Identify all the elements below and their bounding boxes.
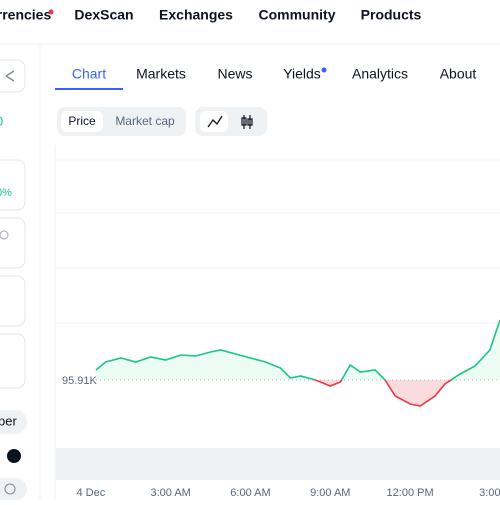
card — [0, 275, 26, 327]
chip[interactable] — [0, 410, 27, 434]
price-line-up — [95, 319, 500, 380]
card — [0, 217, 26, 269]
area-above — [95, 320, 500, 380]
price-line-down — [312, 380, 453, 407]
x-tick-label: 12:00 PM — [387, 487, 434, 499]
candle-icon[interactable] — [241, 115, 253, 129]
line-icon — [207, 115, 223, 128]
sidebar-value: 0% — [0, 187, 12, 199]
card — [0, 159, 26, 211]
tab[interactable]: Analytics — [352, 66, 408, 82]
toggle-item[interactable]: Price — [68, 114, 96, 128]
tab[interactable]: Yields — [283, 66, 321, 82]
volume-area — [56, 448, 500, 480]
card — [0, 333, 26, 389]
notification-dot — [48, 9, 54, 15]
nav-item[interactable]: DexScan — [74, 7, 133, 23]
x-tick-label: 6:00 AM — [230, 487, 270, 499]
github-icon[interactable] — [7, 449, 21, 463]
sidebar-chip-label: ber — [0, 413, 17, 428]
toggle-item[interactable]: Market cap — [115, 114, 175, 128]
x-tick-label: 3:00 — [479, 487, 500, 499]
chip[interactable] — [0, 478, 27, 500]
area-below — [95, 380, 500, 406]
x-tick-label: 3:00 AM — [150, 487, 190, 499]
info-icon — [0, 230, 9, 240]
nav-item[interactable]: Exchanges — [159, 7, 233, 23]
sidebar-value: 0 — [0, 113, 3, 128]
x-tick-label: 9:00 AM — [310, 487, 350, 499]
tab-underline — [55, 88, 123, 90]
tab[interactable]: Markets — [136, 66, 186, 82]
tab[interactable]: Chart — [72, 66, 106, 82]
share-icon — [5, 70, 15, 82]
nav-item[interactable]: Community — [259, 7, 336, 23]
nav-item[interactable]: rrencies — [0, 7, 51, 23]
tab[interactable]: News — [217, 66, 252, 82]
share-button[interactable] — [0, 59, 26, 93]
tab[interactable]: About — [440, 66, 477, 82]
nav-item[interactable]: Products — [361, 7, 422, 23]
x-tick-label: 4 Dec — [76, 487, 105, 499]
reference-label: 95.91K — [62, 375, 98, 387]
notification-dot — [321, 67, 327, 73]
toggle-selected — [61, 111, 103, 132]
info-icon — [4, 483, 16, 495]
